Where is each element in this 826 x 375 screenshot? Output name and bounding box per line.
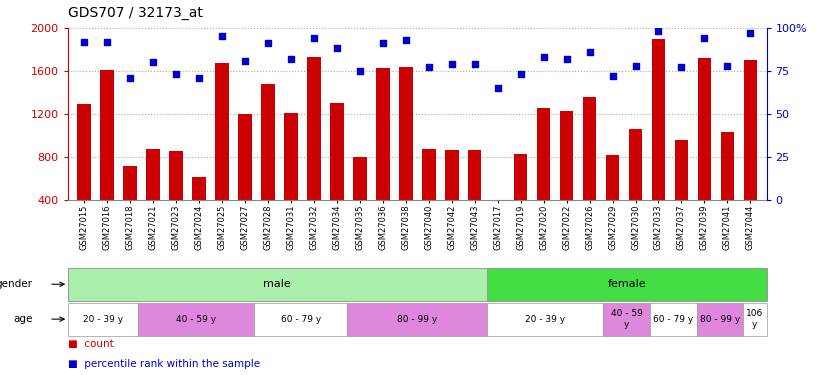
Bar [330, 103, 344, 243]
Point [675, 64, 688, 70]
Bar [399, 67, 412, 243]
Bar [123, 166, 136, 243]
Bar [582, 97, 596, 243]
Bar [284, 113, 297, 243]
Point [284, 56, 297, 62]
Point [514, 71, 527, 77]
Bar [254, 303, 347, 336]
Text: 60 - 79 y: 60 - 79 y [281, 315, 320, 324]
Bar [376, 68, 390, 243]
Bar [604, 303, 650, 336]
Point [192, 75, 206, 81]
Bar [650, 303, 696, 336]
Bar [487, 268, 767, 301]
Point [744, 30, 757, 36]
Point [238, 57, 251, 63]
Bar [675, 140, 688, 243]
Point [583, 49, 596, 55]
Point [123, 75, 136, 81]
Bar [68, 303, 138, 336]
Bar [444, 150, 458, 243]
Text: 80 - 99 y: 80 - 99 y [700, 315, 740, 324]
Text: 60 - 79 y: 60 - 79 y [653, 315, 694, 324]
Bar [146, 148, 159, 243]
Text: age: age [13, 314, 33, 324]
Point [376, 40, 389, 46]
Bar [68, 268, 487, 301]
Bar [537, 108, 550, 243]
Text: gender: gender [0, 279, 33, 289]
Text: 80 - 99 y: 80 - 99 y [397, 315, 437, 324]
Bar [138, 303, 254, 336]
Point [698, 35, 711, 41]
Bar [353, 157, 367, 243]
Point [261, 40, 274, 46]
Point [100, 39, 113, 45]
Bar [238, 114, 252, 243]
Bar [261, 84, 274, 243]
Point [652, 28, 665, 34]
Point [399, 37, 412, 43]
Bar [629, 129, 643, 243]
Bar [215, 63, 229, 243]
Text: 106
y: 106 y [746, 309, 763, 329]
Point [629, 63, 642, 69]
Point [330, 45, 344, 51]
Bar [743, 303, 767, 336]
Point [169, 71, 183, 77]
Point [537, 54, 550, 60]
Bar [720, 132, 734, 243]
Text: male: male [263, 279, 292, 289]
Bar [605, 155, 620, 243]
Bar [698, 58, 711, 243]
Point [307, 35, 320, 41]
Bar [487, 303, 604, 336]
Point [353, 68, 366, 74]
Bar [468, 150, 482, 243]
Point [468, 61, 482, 67]
Text: ■  count: ■ count [68, 339, 113, 350]
Point [721, 63, 734, 69]
Text: 20 - 39 y: 20 - 39 y [525, 315, 565, 324]
Bar [652, 39, 666, 243]
Text: 40 - 59
y: 40 - 59 y [611, 309, 643, 329]
Point [422, 64, 435, 70]
Text: GDS707 / 32173_at: GDS707 / 32173_at [68, 6, 202, 20]
Point [491, 85, 504, 91]
Bar [77, 104, 91, 243]
Bar [422, 148, 435, 243]
Point [146, 59, 159, 65]
Text: 40 - 59 y: 40 - 59 y [176, 315, 216, 324]
Point [215, 33, 228, 39]
Point [445, 61, 458, 67]
Bar [169, 151, 183, 243]
Text: 20 - 39 y: 20 - 39 y [83, 315, 123, 324]
Text: ■  percentile rank within the sample: ■ percentile rank within the sample [68, 359, 260, 369]
Bar [560, 111, 573, 243]
Bar [491, 201, 505, 243]
Bar [743, 60, 757, 243]
Point [77, 39, 90, 45]
Bar [514, 154, 528, 243]
Bar [347, 303, 487, 336]
Bar [192, 177, 206, 243]
Bar [100, 70, 114, 243]
Bar [306, 57, 320, 243]
Text: female: female [607, 279, 646, 289]
Bar [696, 303, 743, 336]
Point [606, 73, 620, 79]
Point [560, 56, 573, 62]
